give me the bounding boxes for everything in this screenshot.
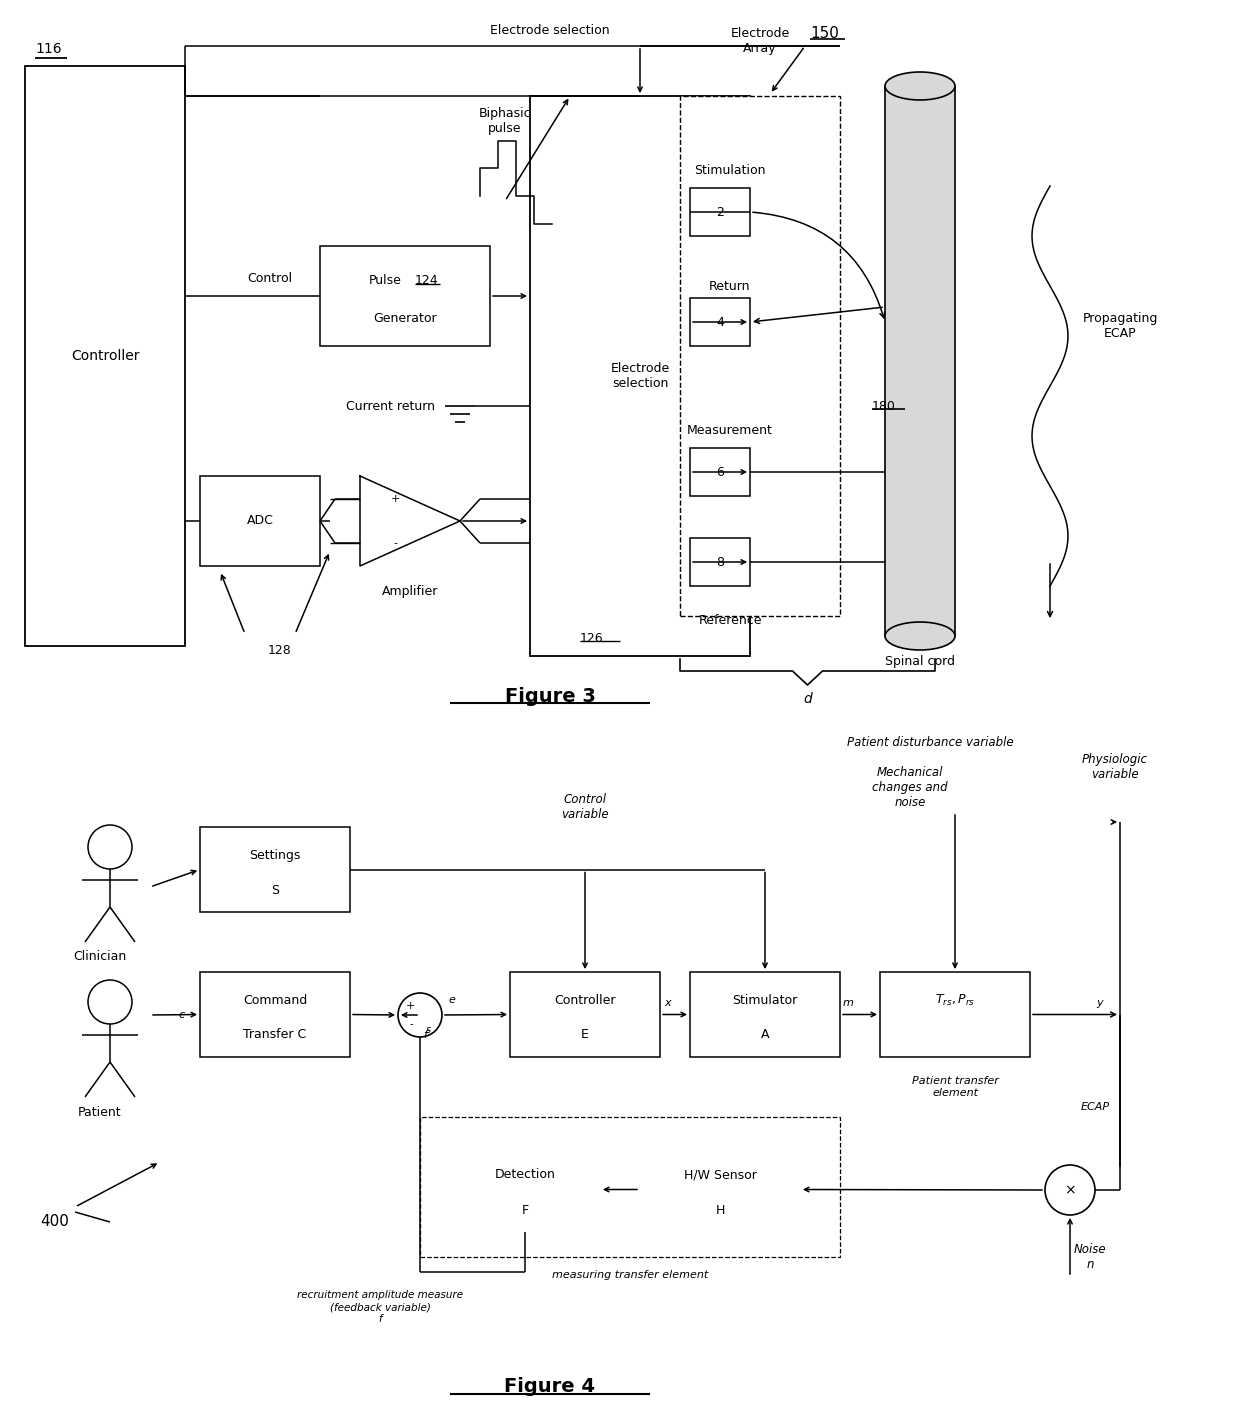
Text: Electrode
selection: Electrode selection (610, 361, 670, 390)
Text: Spinal cord: Spinal cord (885, 655, 955, 668)
Text: H/W Sensor: H/W Sensor (683, 1169, 756, 1182)
Text: d: d (804, 692, 812, 706)
Text: ×: × (1064, 1183, 1076, 1197)
Ellipse shape (885, 72, 955, 100)
Text: E: E (582, 1028, 589, 1042)
Text: Electrode
Array: Electrode Array (730, 27, 790, 55)
FancyBboxPatch shape (689, 298, 750, 346)
Text: Detection: Detection (495, 1169, 556, 1182)
Text: c: c (179, 1010, 185, 1019)
Text: 116: 116 (35, 42, 62, 56)
Text: Figure 3: Figure 3 (505, 686, 595, 706)
Text: $T_{rs}, P_{rs}$: $T_{rs}, P_{rs}$ (935, 993, 975, 1008)
Text: Patient: Patient (78, 1106, 122, 1118)
Text: Electrode selection: Electrode selection (490, 24, 610, 38)
Text: Settings: Settings (249, 849, 300, 861)
Text: ECAP: ECAP (1080, 1101, 1110, 1113)
Circle shape (1045, 1165, 1095, 1214)
Text: s: s (425, 1025, 430, 1035)
FancyBboxPatch shape (450, 1147, 600, 1233)
Text: Patient transfer
element: Patient transfer element (911, 1076, 998, 1097)
FancyBboxPatch shape (880, 971, 1030, 1058)
Polygon shape (360, 476, 460, 566)
Text: 126: 126 (580, 631, 604, 644)
Text: A: A (761, 1028, 769, 1042)
FancyBboxPatch shape (689, 188, 750, 236)
Text: 128: 128 (268, 644, 291, 658)
FancyBboxPatch shape (320, 246, 490, 346)
Text: Stimulation: Stimulation (694, 165, 766, 178)
Circle shape (88, 825, 131, 868)
Text: Controller: Controller (554, 994, 616, 1007)
Text: S: S (272, 884, 279, 897)
FancyBboxPatch shape (689, 538, 750, 586)
Text: Stimulator: Stimulator (733, 994, 797, 1007)
Text: x: x (665, 997, 671, 1008)
FancyBboxPatch shape (689, 448, 750, 496)
Text: 124: 124 (415, 274, 439, 288)
FancyBboxPatch shape (680, 96, 839, 616)
Text: 180: 180 (872, 400, 895, 412)
Text: recruitment amplitude measure
(feedback variable)
f: recruitment amplitude measure (feedback … (296, 1291, 463, 1323)
Text: H: H (715, 1203, 724, 1217)
FancyBboxPatch shape (510, 971, 660, 1058)
Text: f: f (423, 1029, 427, 1041)
FancyBboxPatch shape (640, 1147, 800, 1233)
Circle shape (88, 980, 131, 1024)
Text: F: F (522, 1203, 528, 1217)
Text: measuring transfer element: measuring transfer element (552, 1269, 708, 1281)
Text: Current return: Current return (346, 400, 435, 412)
Text: +: + (391, 494, 399, 504)
FancyBboxPatch shape (200, 827, 350, 912)
Text: 150: 150 (810, 27, 839, 41)
Text: Control: Control (248, 271, 293, 284)
Text: Noise
n: Noise n (1074, 1243, 1106, 1271)
Circle shape (398, 993, 441, 1036)
FancyBboxPatch shape (420, 1117, 839, 1257)
Text: Pulse: Pulse (368, 274, 402, 288)
Text: e: e (449, 995, 455, 1005)
Text: Amplifier: Amplifier (382, 585, 438, 597)
Text: Biphasic
pulse: Biphasic pulse (479, 107, 531, 136)
FancyBboxPatch shape (25, 66, 185, 647)
Text: Reference: Reference (698, 614, 761, 627)
Text: Mechanical
changes and
noise: Mechanical changes and noise (872, 765, 947, 809)
Text: Clinician: Clinician (73, 950, 126, 963)
Text: y: y (1096, 997, 1104, 1008)
Text: m: m (842, 997, 853, 1008)
Text: Generator: Generator (373, 312, 436, 325)
Text: ADC: ADC (247, 514, 274, 528)
Text: 6: 6 (715, 466, 724, 479)
Text: Command: Command (243, 994, 308, 1007)
FancyBboxPatch shape (200, 476, 320, 566)
Text: Physiologic
variable: Physiologic variable (1083, 753, 1148, 781)
Text: Transfer C: Transfer C (243, 1028, 306, 1042)
Text: Measurement: Measurement (687, 425, 773, 438)
Text: Figure 4: Figure 4 (505, 1378, 595, 1396)
FancyBboxPatch shape (200, 971, 350, 1058)
Text: Propagating
ECAP: Propagating ECAP (1083, 312, 1158, 340)
Text: Controller: Controller (71, 349, 139, 363)
Text: -: - (409, 1019, 413, 1029)
Text: +: + (405, 1001, 414, 1011)
Text: Patient disturbance variable: Patient disturbance variable (847, 736, 1013, 748)
Text: -: - (393, 538, 397, 548)
Text: 400: 400 (41, 1214, 69, 1230)
Text: Control
variable: Control variable (562, 794, 609, 820)
FancyBboxPatch shape (885, 86, 955, 635)
FancyBboxPatch shape (529, 96, 750, 657)
FancyBboxPatch shape (689, 971, 839, 1058)
Text: 8: 8 (715, 555, 724, 569)
Ellipse shape (885, 623, 955, 650)
Text: Return: Return (709, 280, 750, 292)
Text: 2: 2 (715, 206, 724, 219)
Text: 4: 4 (715, 315, 724, 329)
